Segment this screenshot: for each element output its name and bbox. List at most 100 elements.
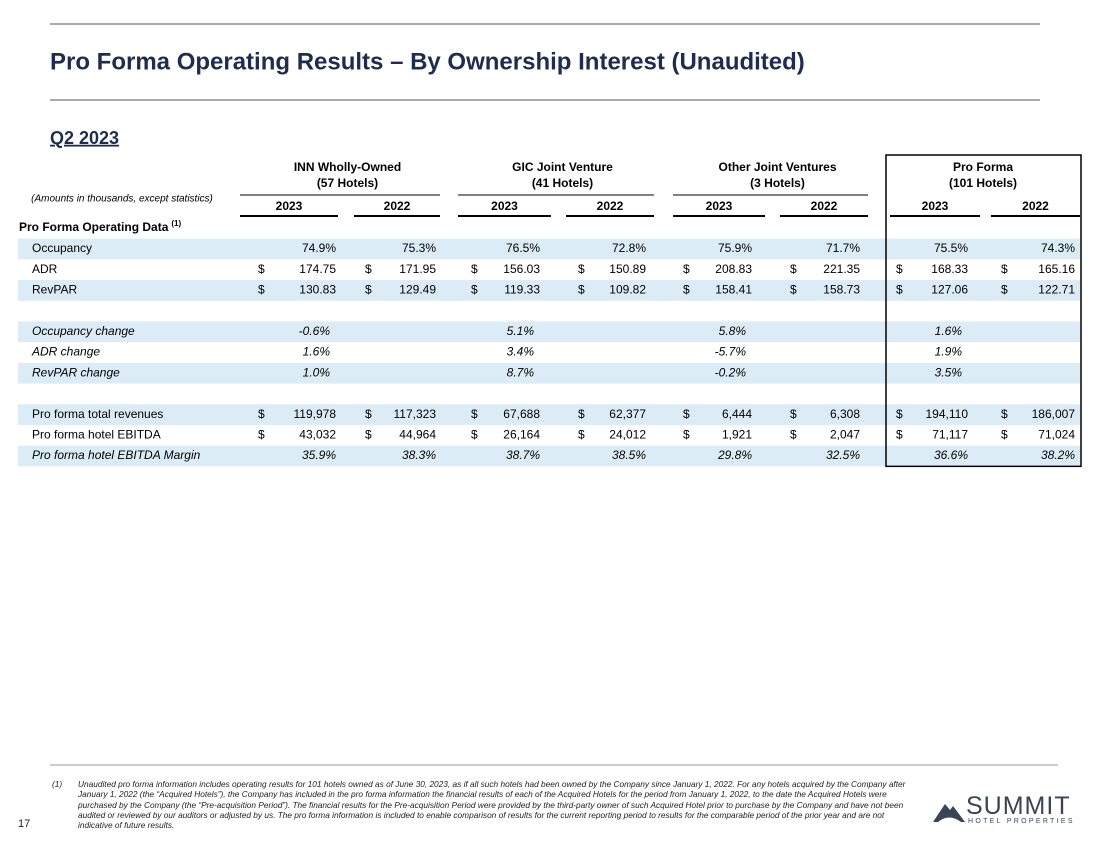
cell: 74.3% (1041, 241, 1075, 255)
row-label: Occupancy (32, 241, 92, 255)
currency: $ (258, 262, 265, 276)
footnote-marker: (1) (52, 779, 63, 789)
group-name: GIC Joint Venture (512, 160, 613, 174)
cell: 174.75 (299, 262, 336, 276)
cell: 76.5% (506, 241, 540, 255)
cell: 6,444 (722, 407, 752, 421)
group-detail: (41 Hotels) (532, 176, 593, 190)
currency: $ (258, 427, 265, 441)
group-name: INN Wholly-Owned (294, 160, 401, 174)
currency: $ (365, 407, 372, 421)
currency: $ (471, 283, 478, 297)
currency: $ (1001, 262, 1008, 276)
row-label: Pro forma hotel EBITDA (32, 427, 161, 441)
currency: $ (365, 262, 372, 276)
cell: 1.6% (935, 324, 963, 338)
currency: $ (1001, 407, 1008, 421)
cell: 24,012 (609, 427, 646, 441)
cell: 1,921 (722, 427, 752, 441)
currency: $ (1001, 427, 1008, 441)
cell: 74.9% (302, 241, 336, 255)
logo-name: SUMMIT (966, 792, 1071, 820)
currency: $ (790, 283, 797, 297)
currency: $ (258, 407, 265, 421)
cell: 1.6% (303, 345, 331, 359)
currency: $ (683, 407, 690, 421)
cell: 67,688 (503, 407, 540, 421)
currency: $ (1001, 283, 1008, 297)
cell: 1.0% (303, 365, 331, 379)
cell: 130.83 (299, 283, 336, 297)
row-label: ADR change (31, 345, 100, 359)
currency: $ (683, 427, 690, 441)
currency: $ (471, 427, 478, 441)
cell: 122.71 (1038, 283, 1075, 297)
currency: $ (578, 407, 585, 421)
year-header: 2023 (491, 199, 518, 213)
cell: 171.95 (399, 262, 436, 276)
cell: 3.4% (507, 345, 535, 359)
logo-tagline: HOTEL PROPERTIES (968, 818, 1075, 825)
title: Pro Forma Operating Results – By Ownersh… (50, 48, 805, 75)
row-shade (18, 404, 1080, 425)
currency: $ (578, 427, 585, 441)
year-header: 2022 (811, 199, 838, 213)
cell: 38.2% (1041, 448, 1075, 462)
period: Q2 2023 (50, 128, 119, 148)
cell: 2,047 (830, 427, 860, 441)
cell: 150.89 (609, 262, 646, 276)
footnote-ref: (1) (171, 219, 181, 228)
row-label: ADR (32, 262, 58, 276)
cell: 158.41 (715, 283, 752, 297)
page-number: 17 (18, 818, 31, 830)
group-detail: (101 Hotels) (949, 176, 1017, 190)
cell: 44,964 (399, 427, 436, 441)
year-header: 2023 (922, 199, 949, 213)
cell: 29.8% (717, 448, 752, 462)
year-header: 2022 (597, 199, 624, 213)
cell: 38.3% (402, 448, 436, 462)
pro-forma-box (885, 154, 1082, 468)
logo-icon (933, 804, 965, 822)
row-label: RevPAR change (32, 365, 120, 379)
cell: 208.83 (715, 262, 752, 276)
cell: 62,377 (609, 407, 646, 421)
cell: 71,117 (932, 427, 968, 441)
currency: $ (578, 262, 585, 276)
cell: 165.16 (1038, 262, 1075, 276)
cell: -0.2% (715, 365, 747, 379)
cell: 43,032 (299, 427, 336, 441)
cell: 3.5% (935, 365, 963, 379)
cell: 129.49 (399, 283, 436, 297)
cell: 194,110 (926, 407, 969, 421)
table: INN Wholly-Owned (57 Hotels) 2023 2022 GIC J… (18, 154, 1082, 468)
group-detail: (3 Hotels) (750, 176, 805, 190)
year-header: 2022 (1022, 199, 1049, 213)
currency: $ (790, 427, 797, 441)
cell: 168.33 (931, 262, 968, 276)
cell: 75.9% (718, 241, 752, 255)
cell: 72.8% (612, 241, 646, 255)
cell: 75.5% (934, 241, 968, 255)
group-detail: (57 Hotels) (317, 176, 378, 190)
year-header: 2023 (276, 199, 303, 213)
cell: 117,323 (394, 407, 437, 421)
row-shade (18, 280, 1080, 301)
row-shade (18, 445, 1080, 467)
cell: 38.7% (506, 448, 540, 462)
cell: 75.3% (402, 241, 436, 255)
cell: 36.6% (934, 448, 968, 462)
row-label: Occupancy change (32, 324, 135, 338)
year-header: 2022 (384, 199, 411, 213)
logo: SUMMIT HOTEL PROPERTIES (932, 792, 1077, 830)
row-shade (18, 238, 1080, 260)
cell: 71,024 (1038, 427, 1075, 441)
currency: $ (471, 262, 478, 276)
row-label: Pro forma hotel EBITDA Margin (32, 448, 201, 462)
row-shade (18, 321, 1080, 343)
currency: $ (683, 283, 690, 297)
cell: 35.9% (302, 448, 336, 462)
cell: -0.6% (299, 324, 331, 338)
group-name: Pro Forma (953, 160, 1013, 174)
